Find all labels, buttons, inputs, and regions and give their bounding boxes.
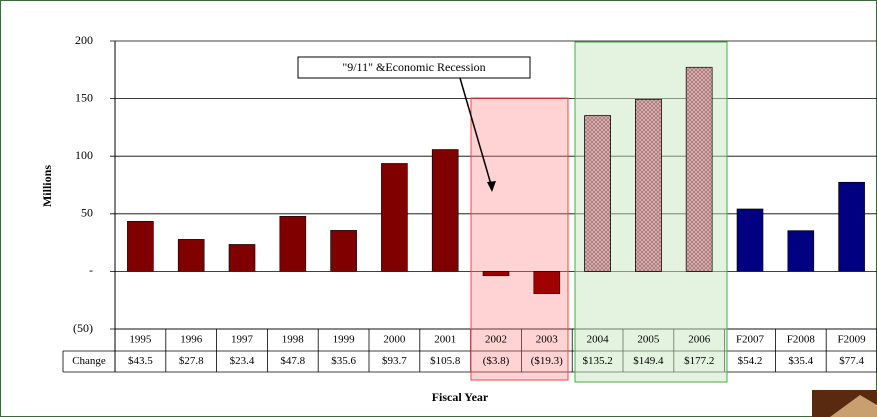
x-axis-label: Fiscal Year (432, 390, 489, 404)
bar (431, 149, 459, 272)
value-label: $35.6 (331, 355, 356, 367)
value-label: $27.8 (179, 355, 204, 367)
value-label: $35.4 (788, 355, 813, 367)
bar-pattern (584, 115, 611, 272)
value-label: $43.5 (128, 355, 153, 367)
y-tick-label: 200 (75, 33, 93, 47)
y-tick-label: - (89, 263, 93, 277)
x-tick-label: F2008 (787, 334, 816, 346)
bar (381, 163, 408, 272)
value-label: $47.8 (280, 355, 305, 367)
value-label: $93.7 (382, 355, 407, 367)
y-axis-label: Millions (40, 165, 54, 207)
value-label: ($19.3) (531, 355, 563, 367)
value-label: ($3.8) (483, 355, 510, 367)
value-label: $135.2 (582, 355, 612, 367)
bar (736, 208, 764, 272)
x-tick-label: 1999 (333, 334, 356, 346)
value-label: $54.2 (738, 355, 763, 367)
bar (228, 244, 256, 272)
x-tick-label: 2005 (637, 334, 660, 346)
x-tick-label: 2000 (383, 334, 406, 346)
x-tick-label: 1997 (231, 334, 254, 346)
x-tick-label: 1995 (129, 334, 152, 346)
bar-pattern (685, 66, 713, 272)
annotation-box (297, 56, 531, 79)
x-tick-label: 1998 (282, 334, 305, 346)
bar (330, 230, 357, 272)
bar (127, 220, 154, 272)
value-label: $105.8 (430, 355, 461, 367)
y-tick-label: (50) (73, 321, 93, 335)
x-tick-label: 2002 (485, 334, 507, 346)
bar (279, 216, 307, 272)
x-tick-label: 2001 (434, 334, 456, 346)
y-tick-label: 100 (75, 148, 93, 162)
annotation-arrow (459, 77, 493, 189)
recession-highlight (470, 97, 569, 381)
bar (482, 271, 510, 277)
x-tick-label: 2006 (688, 334, 711, 346)
bar (838, 181, 865, 272)
table-row-label: Change (72, 355, 106, 367)
value-label: $23.4 (230, 355, 255, 367)
arrow-head (487, 181, 496, 192)
bar (787, 230, 815, 272)
value-label: $77.4 (839, 355, 864, 367)
annotation: "9/11" &Economic Recession (342, 60, 485, 74)
photo-detail (830, 395, 877, 417)
x-tick-label: 2003 (536, 334, 559, 346)
bar (533, 271, 561, 294)
x-tick-label: F2009 (838, 334, 867, 346)
bar (177, 239, 205, 272)
value-label: $149.4 (633, 355, 664, 367)
x-tick-label: 1996 (180, 334, 203, 346)
x-tick-label: F2007 (736, 334, 765, 346)
y-tick-label: 150 (75, 90, 93, 104)
value-label: $177.2 (684, 355, 714, 367)
y-tick-label: 50 (81, 206, 93, 220)
bar-pattern (635, 98, 662, 272)
x-tick-label: 2004 (587, 334, 610, 346)
